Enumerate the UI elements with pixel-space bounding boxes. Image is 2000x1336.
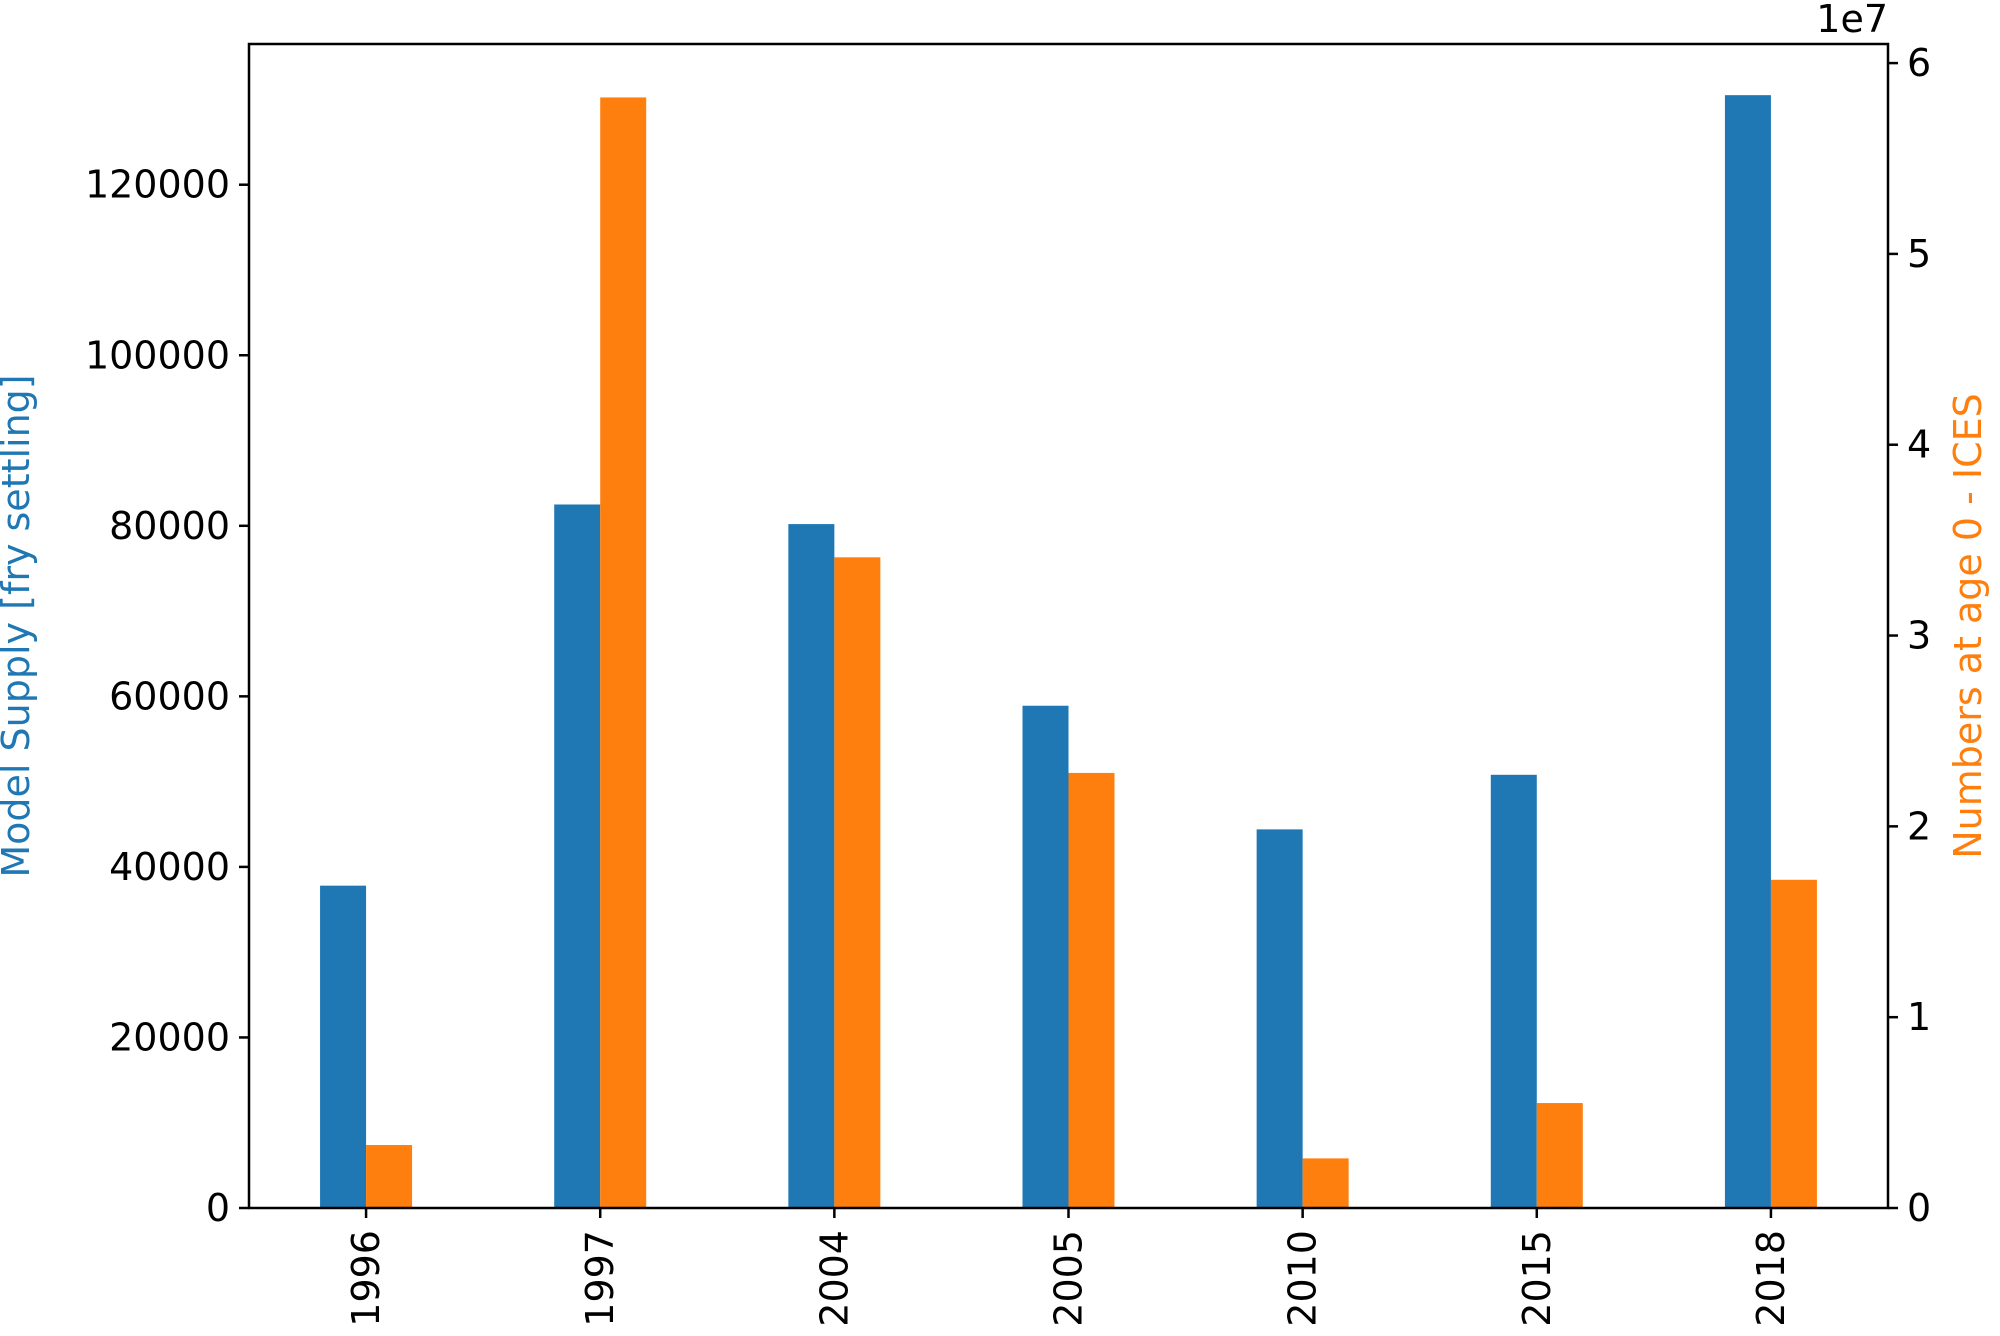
right-y-axis: 0 1 2 3 4 5 6 (1888, 41, 1931, 1230)
left-tick-label-100000: 100000 (85, 333, 230, 377)
x-tick-label-2005: 2005 (1047, 1230, 1091, 1327)
y-axis-label-right: Numbers at age 0 - ICES (1946, 393, 1990, 859)
ices-numbers-bar-1996 (366, 1145, 413, 1208)
model-supply-bar-2018 (1724, 95, 1771, 1209)
left-tick-label-120000: 120000 (85, 163, 230, 207)
right-axis-offset-text: 1e7 (1816, 0, 1888, 41)
y-axis-label-left: Model Supply [fry settling] (0, 374, 38, 877)
plot-frame (247, 42, 1890, 1210)
right-tick-label-20000000: 2 (1907, 804, 1931, 848)
model-supply-bar-2015 (1490, 774, 1537, 1208)
model-supply-bar-2005 (1022, 705, 1069, 1208)
left-tick-label-40000: 40000 (109, 845, 230, 889)
ices-numbers-bar-2015 (1536, 1103, 1583, 1208)
model-supply-bar-2004 (788, 524, 835, 1208)
x-tick-label-2004: 2004 (812, 1230, 856, 1327)
x-tick-label-1997: 1997 (578, 1230, 622, 1327)
right-tick-label-10000000: 1 (1907, 995, 1931, 1039)
ices-numbers-bar-1997 (600, 97, 647, 1209)
model-supply-bar-2010 (1256, 829, 1303, 1208)
left-y-axis: 0 20000 40000 60000 80000 100000 120000 (85, 163, 249, 1230)
model-supply-bar-1997 (554, 504, 601, 1208)
right-tick-label-60000000: 6 (1907, 41, 1931, 85)
x-tick-label-2015: 2015 (1515, 1230, 1559, 1327)
bars-layer (320, 95, 1817, 1209)
ices-numbers-bar-2010 (1302, 1158, 1349, 1208)
left-tick-label-20000: 20000 (109, 1015, 230, 1059)
x-tick-label-2010: 2010 (1281, 1230, 1325, 1327)
right-tick-label-30000000: 3 (1907, 614, 1931, 658)
x-tick-label-2018: 2018 (1749, 1230, 1793, 1327)
left-tick-label-60000: 60000 (109, 674, 230, 718)
x-tick-label-1996: 1996 (344, 1230, 388, 1327)
x-axis: 1996 1997 2004 2005 2010 2015 2018 (344, 1208, 1793, 1327)
ices-numbers-bar-2004 (834, 557, 881, 1208)
right-tick-label-0: 0 (1907, 1186, 1931, 1230)
right-tick-label-50000000: 5 (1907, 232, 1931, 276)
left-tick-label-80000: 80000 (109, 504, 230, 548)
model-supply-bar-1996 (320, 885, 367, 1208)
ices-numbers-bar-2018 (1770, 879, 1817, 1208)
right-tick-label-40000000: 4 (1907, 423, 1931, 467)
left-tick-label-0: 0 (206, 1186, 230, 1230)
ices-numbers-bar-2005 (1068, 772, 1115, 1208)
